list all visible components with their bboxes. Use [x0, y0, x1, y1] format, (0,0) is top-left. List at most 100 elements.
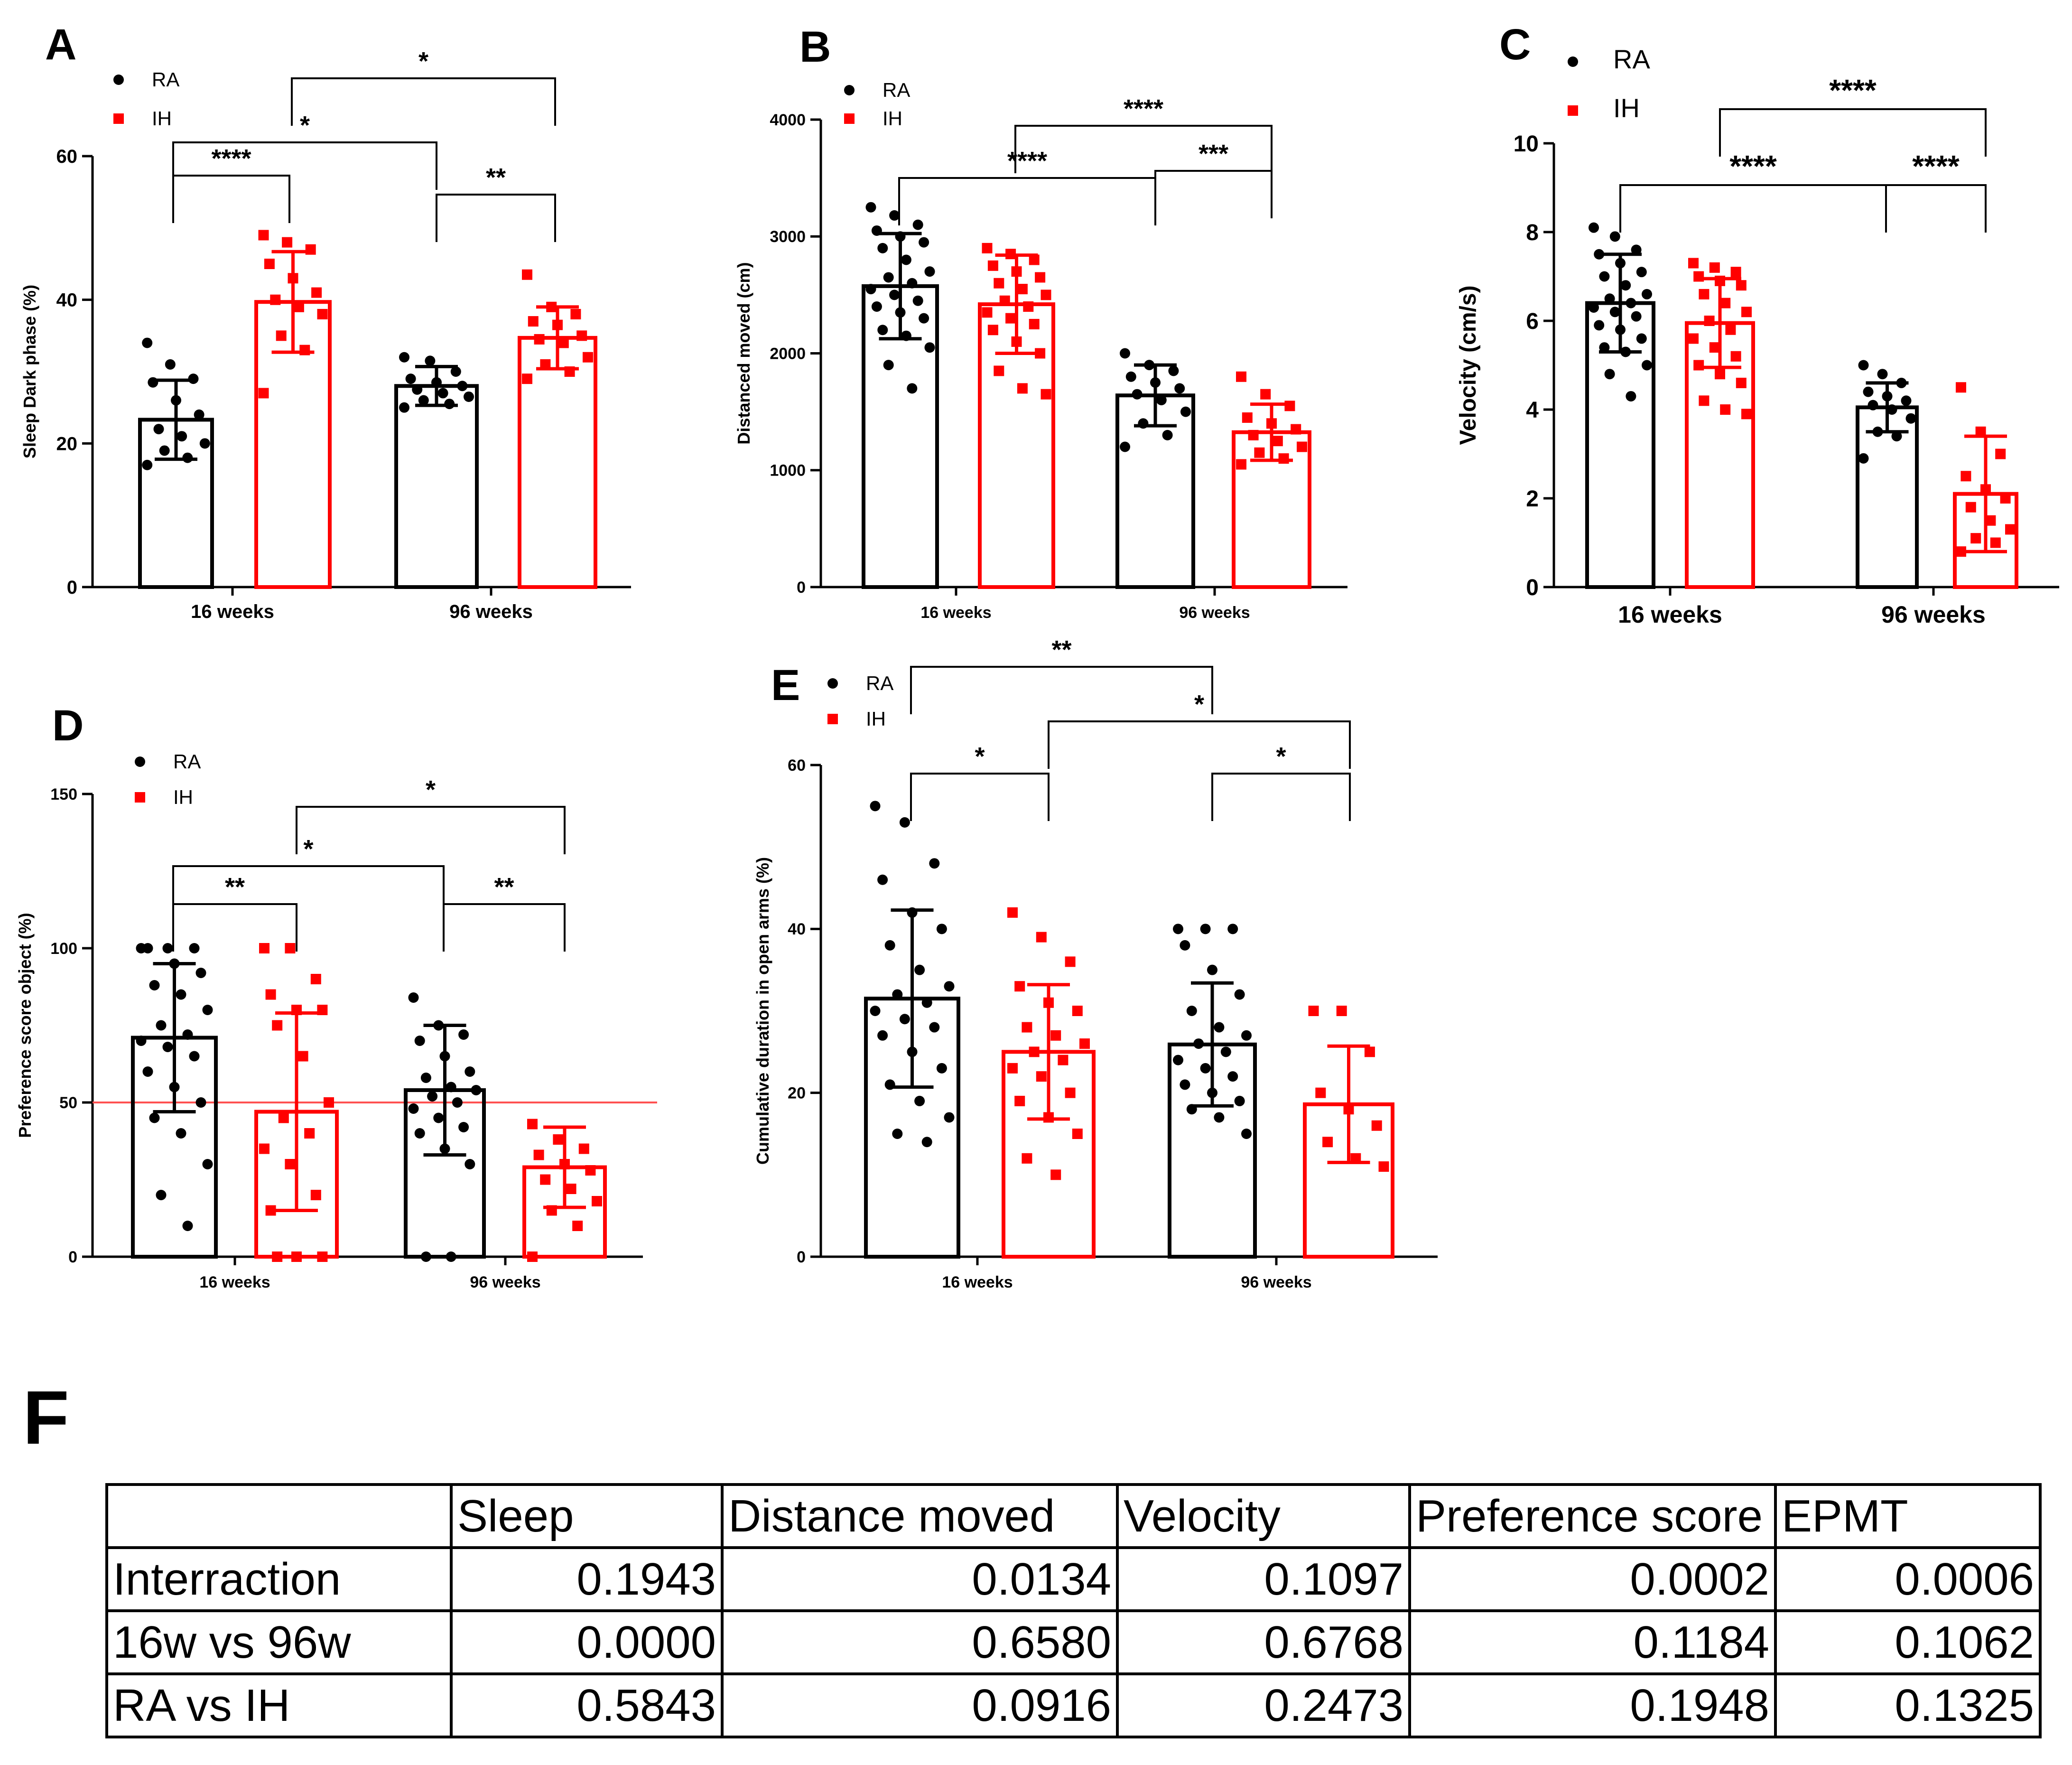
data-point-ih [1704, 316, 1715, 326]
data-point-ra [1631, 311, 1642, 322]
data-point-ra [1609, 307, 1620, 318]
data-point-ra [1642, 360, 1652, 371]
data-point-ra [159, 445, 170, 456]
data-point-ra [907, 383, 918, 394]
data-point-ra [399, 402, 409, 413]
data-point-ra [1599, 271, 1610, 282]
table-cell: 0.5843 [450, 1672, 724, 1738]
data-point-ra [414, 1128, 425, 1139]
data-point-ih [1364, 1046, 1375, 1057]
significance-label: * [418, 47, 428, 75]
data-point-ra [465, 1159, 475, 1169]
data-point-ih [1709, 262, 1720, 273]
panel-label: E [771, 661, 800, 710]
data-point-ih [310, 974, 321, 984]
data-point-ih [1336, 1006, 1347, 1016]
data-point-ra [425, 355, 436, 366]
data-point-ra [162, 1042, 173, 1052]
data-point-ih [534, 334, 545, 345]
data-point-ih [1308, 1006, 1319, 1016]
data-point-ih [1965, 502, 1976, 513]
data-point-ra [907, 278, 918, 289]
data-point-ih [1736, 280, 1747, 291]
data-point-ra [1886, 404, 1897, 415]
data-point-ra [1631, 244, 1642, 255]
data-point-ih [1741, 409, 1752, 420]
data-point-ra [405, 374, 416, 384]
data-point-ra [944, 981, 955, 992]
data-point-ra [924, 342, 935, 353]
data-point-ra [149, 1112, 160, 1123]
data-point-ra [153, 424, 164, 435]
panel-label-f: F [23, 1375, 69, 1460]
data-point-ra [883, 360, 894, 371]
data-point-ra [452, 1097, 463, 1108]
data-point-ra [1193, 1038, 1204, 1049]
data-point-ih [1248, 430, 1259, 440]
data-point-ih [1236, 459, 1246, 470]
y-tick-label: 40 [56, 290, 78, 311]
legend-marker [1568, 56, 1578, 67]
legend-label: IH [866, 708, 886, 730]
data-point-ih [982, 243, 993, 253]
data-point-ra [892, 1129, 903, 1139]
data-point-ra [427, 1091, 438, 1102]
data-point-ra [1174, 383, 1185, 394]
data-point-ih [1699, 395, 1710, 406]
data-point-ih [1050, 1030, 1061, 1041]
panel-label: A [45, 20, 76, 69]
data-point-ra [944, 1112, 955, 1123]
data-point-ih [317, 308, 328, 319]
data-point-ra [919, 313, 929, 324]
legend-marker [844, 85, 855, 95]
data-point-ra [1234, 989, 1245, 1000]
data-point-ih [999, 295, 1010, 306]
data-point-ra [899, 817, 910, 828]
bar-ra [1856, 405, 1919, 589]
legend-label: IH [173, 786, 193, 808]
y-tick-label: 2000 [770, 345, 806, 363]
significance-label: *** [1199, 140, 1228, 168]
data-point-ra [877, 243, 888, 253]
legend-label: RA [173, 750, 201, 773]
data-point-ra [936, 1063, 947, 1074]
data-point-ra [1863, 386, 1874, 397]
data-point-ih [572, 1221, 583, 1231]
bar-ra [394, 384, 479, 589]
y-tick-label: 2 [1526, 486, 1539, 512]
data-point-ih [1709, 342, 1720, 353]
significance-label: * [1194, 690, 1204, 719]
data-point-ih [272, 1251, 283, 1262]
significance-label: **** [1729, 149, 1777, 183]
significance-bracket [291, 77, 556, 126]
data-point-ih [1035, 272, 1046, 283]
x-tick-label: 16 weeks [920, 604, 991, 622]
data-point-ih [1050, 1169, 1061, 1180]
x-tick-label: 96 weeks [470, 1273, 540, 1291]
data-point-ih [264, 259, 275, 269]
data-point-ra [464, 391, 474, 402]
data-point-ih [576, 330, 587, 341]
data-point-ih [1741, 307, 1752, 318]
data-point-ra [914, 1095, 925, 1106]
data-point-ra [892, 989, 903, 1000]
data-point-ra [437, 388, 448, 399]
significance-bracket [443, 903, 566, 952]
chart-panel-d: D 0 50 100 150 Preference score object (%) 16 … [15, 701, 657, 1291]
significance-bracket [1048, 720, 1351, 769]
data-point-ra [176, 989, 186, 1000]
data-point-ih [553, 1134, 564, 1145]
data-point-ra [433, 1112, 444, 1123]
significance-label: ** [1051, 635, 1071, 664]
data-point-ih [1254, 447, 1265, 458]
legend-label: RA [866, 672, 893, 694]
data-point-ra [156, 1190, 167, 1200]
data-point-ra [1636, 267, 1647, 278]
data-point-ih [570, 308, 581, 319]
data-point-ih [1029, 318, 1040, 329]
significance-bracket [1619, 184, 1887, 233]
data-point-ra [1214, 1112, 1225, 1123]
significance-bracket [172, 865, 445, 914]
data-point-ra [1180, 940, 1190, 951]
legend-marker [135, 792, 145, 803]
